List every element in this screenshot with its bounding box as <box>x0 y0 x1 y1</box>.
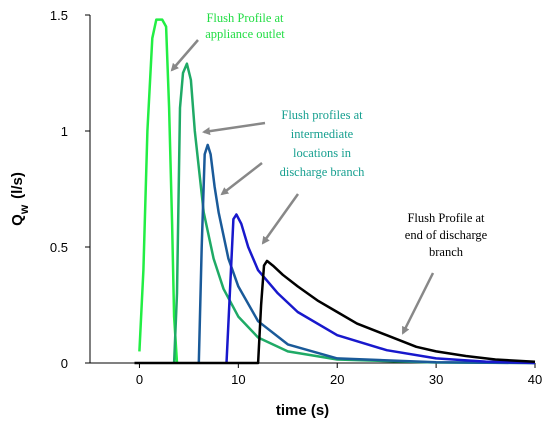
series-line-3 <box>197 143 536 365</box>
y-axis-title: Qw (l/s) <box>9 172 31 226</box>
x-tick-label: 40 <box>528 372 542 387</box>
series-line-2 <box>172 62 536 365</box>
annotation-line: intermediate <box>291 127 354 141</box>
annotation-line: end of discharge <box>405 228 488 242</box>
annotation-end: Flush Profile at end of discharge branch <box>405 211 488 259</box>
y-axis-title-unit: (l/s) <box>9 172 26 199</box>
x-tick-label: 30 <box>429 372 443 387</box>
annotation-line: discharge branch <box>280 165 366 179</box>
x-tick-label: 10 <box>231 372 245 387</box>
x-tick-label: 20 <box>330 372 344 387</box>
annotation-outlet: Flush Profile at appliance outlet <box>205 11 285 41</box>
annotation-line: Flush Profile at <box>407 211 485 225</box>
y-axis-title-main: Q <box>9 214 26 226</box>
annotation-arrow-outlet-1 <box>170 39 199 72</box>
annotation-line: Flush Profile at <box>206 11 284 25</box>
y-tick-label: 1.5 <box>50 8 68 23</box>
annotation-line: appliance outlet <box>205 27 285 41</box>
series-line-4 <box>225 213 536 365</box>
series-line-1 <box>138 18 179 364</box>
annotation-line: branch <box>429 245 464 259</box>
y-tick-label: 0.5 <box>50 240 68 255</box>
annotation-line: Flush profiles at <box>281 108 363 122</box>
annotation-arrow-end-1 <box>401 272 435 335</box>
annotation-arrow-intermediate-3 <box>261 193 300 245</box>
annotation-arrow-intermediate-1 <box>202 121 266 136</box>
annotation-arrow-intermediate-2 <box>220 162 263 196</box>
annotation-intermediate: Flush profiles at intermediate locations i… <box>280 108 366 179</box>
y-tick-label: 1 <box>61 124 68 139</box>
series-line-5 <box>134 259 536 365</box>
annotation-line: locations in <box>293 146 352 160</box>
y-tick-label: 0 <box>61 356 68 371</box>
y-axis-title-sub: w <box>17 204 31 215</box>
x-tick-label: 0 <box>136 372 143 387</box>
x-axis-title: time (s) <box>276 402 329 419</box>
